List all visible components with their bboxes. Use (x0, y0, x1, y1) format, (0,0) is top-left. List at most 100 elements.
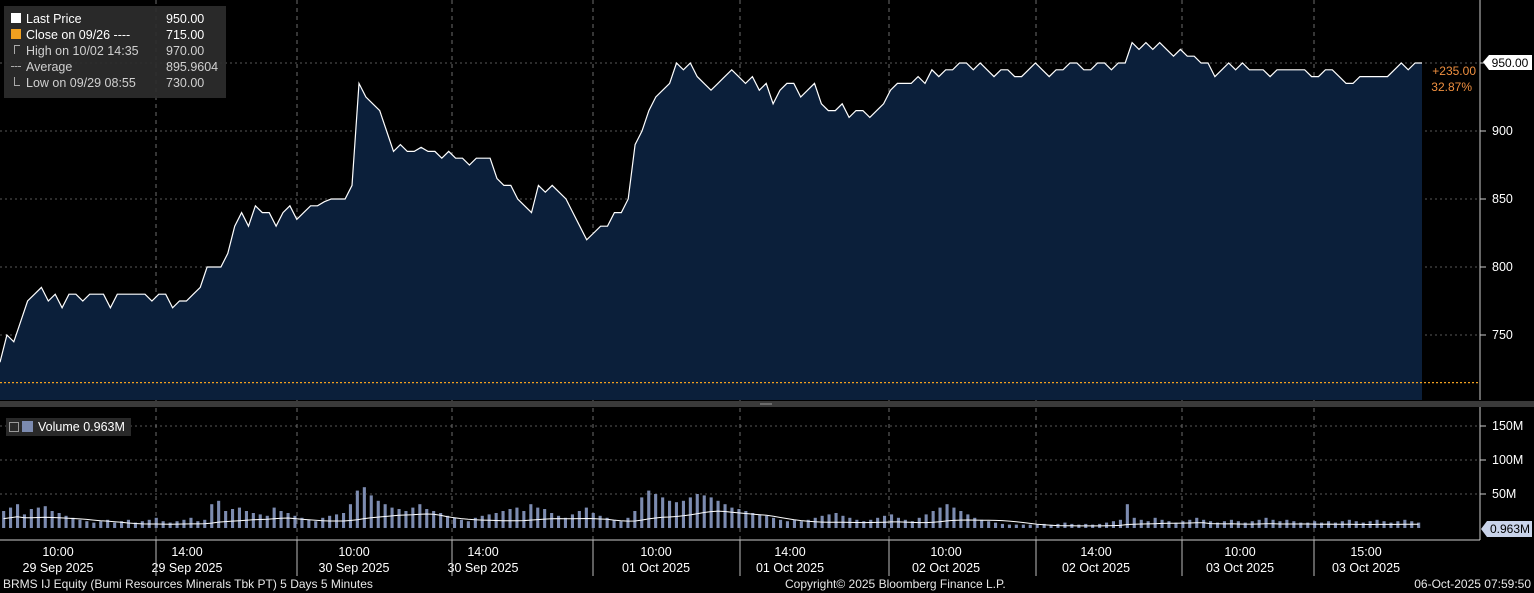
volume-bar (1111, 521, 1115, 528)
volume-bar (695, 494, 699, 528)
volume-bar (1035, 524, 1039, 528)
volume-bar (543, 509, 547, 528)
volume-bar (598, 515, 602, 528)
volume-bar (314, 521, 318, 528)
volume-bar (765, 515, 769, 528)
volume-bar (501, 511, 505, 528)
x-tick-time: 10:00 (640, 545, 671, 559)
volume-bar (466, 521, 470, 528)
volume-bar (1153, 517, 1157, 528)
volume-bar (106, 519, 110, 528)
volume-bar (1028, 524, 1032, 528)
volume-bar (827, 514, 831, 528)
volume-bar (1021, 524, 1025, 528)
price-area-fill (0, 42, 1422, 400)
x-tick-time: 15:00 (1350, 545, 1381, 559)
x-tick-date: 29 Sep 2025 (23, 561, 94, 575)
x-tick-time: 14:00 (774, 545, 805, 559)
volume-bar (251, 513, 255, 528)
x-tick-date: 02 Oct 2025 (1062, 561, 1130, 575)
volume-bar (272, 507, 276, 528)
volume-bar (50, 511, 54, 528)
volume-bar (1049, 524, 1053, 528)
volume-bar (189, 517, 193, 528)
volume-bar (1202, 519, 1206, 528)
volume-bar (702, 495, 706, 528)
volume-bar (654, 494, 658, 528)
volume-bar (716, 500, 720, 528)
volume-bar (231, 509, 235, 528)
volume-bar (411, 507, 415, 528)
volume-bar (300, 517, 304, 528)
volume-bar (85, 521, 89, 528)
average-marker-icon (11, 66, 21, 67)
volume-bar (22, 514, 26, 528)
volume-bar (265, 515, 269, 528)
volume-bar (425, 509, 429, 528)
volume-bar (522, 511, 526, 528)
x-tick-time: 14:00 (467, 545, 498, 559)
volume-bar (577, 511, 581, 528)
volume-bar (99, 521, 103, 528)
volume-bar (1132, 517, 1136, 528)
legend-row-close: Close on 09/26 ---- 715.00 (4, 27, 226, 43)
volume-bar (758, 514, 762, 528)
volume-bar (244, 511, 248, 528)
x-tick-time: 10:00 (930, 545, 961, 559)
legend-low-value: 730.00 (166, 76, 205, 90)
volume-bar (473, 517, 477, 528)
volume-tag: 0.963M (1481, 521, 1532, 537)
volume-bar (237, 507, 241, 528)
legend-row-average: Average 895.9604 (4, 59, 226, 75)
volume-bar (668, 500, 672, 528)
legend-average-label: Average (26, 60, 73, 74)
volume-bar (224, 511, 228, 528)
volume-bar (57, 513, 61, 528)
volume-bar (1042, 523, 1046, 528)
volume-bar (591, 513, 595, 528)
volume-bar (487, 514, 491, 528)
volume-bar (279, 511, 283, 528)
volume-legend-value: 0.963M (83, 420, 125, 434)
volume-bar (792, 519, 796, 528)
volume-bar (1333, 522, 1337, 528)
volume-bar (397, 509, 401, 528)
volume-bar (1278, 521, 1282, 528)
last-price-tag: 950.00 (1483, 55, 1532, 70)
volume-bar (855, 519, 859, 528)
volume-bar (688, 497, 692, 528)
volume-bar (355, 490, 359, 528)
volume-axis-ticks: 150M 100M 50M (1480, 419, 1523, 501)
volume-bar (1146, 521, 1150, 528)
price-tick-label: 900 (1492, 124, 1513, 138)
x-tick-date: 03 Oct 2025 (1206, 561, 1274, 575)
legend-close-value: 715.00 (166, 28, 205, 42)
volume-bar (633, 511, 637, 528)
volume-bar (78, 519, 82, 528)
volume-bar (140, 521, 144, 528)
volume-bar (307, 519, 311, 528)
volume-bar (453, 517, 457, 528)
last-price-swatch (11, 13, 21, 23)
volume-bar (924, 514, 928, 528)
volume-bar (1007, 524, 1011, 528)
volume-swatch (22, 421, 33, 433)
last-price-tag-value: 950.00 (1492, 56, 1529, 70)
x-tick-time: 10:00 (338, 545, 369, 559)
x-tick-date: 30 Sep 2025 (448, 561, 519, 575)
volume-bar (1014, 524, 1018, 528)
volume-bar (217, 500, 221, 528)
legend-row-last: Last Price 950.00 (4, 11, 226, 27)
volume-bar (293, 515, 297, 528)
expand-icon[interactable] (9, 421, 19, 432)
volume-bar (945, 504, 949, 528)
volume-bar (1118, 519, 1122, 528)
price-tick-label: 800 (1492, 260, 1513, 274)
volume-bar (647, 490, 651, 528)
volume-bar (1222, 521, 1226, 528)
volume-bar (681, 500, 685, 528)
volume-bar (862, 521, 866, 528)
volume-bar (730, 507, 734, 528)
volume-bar (168, 522, 172, 528)
